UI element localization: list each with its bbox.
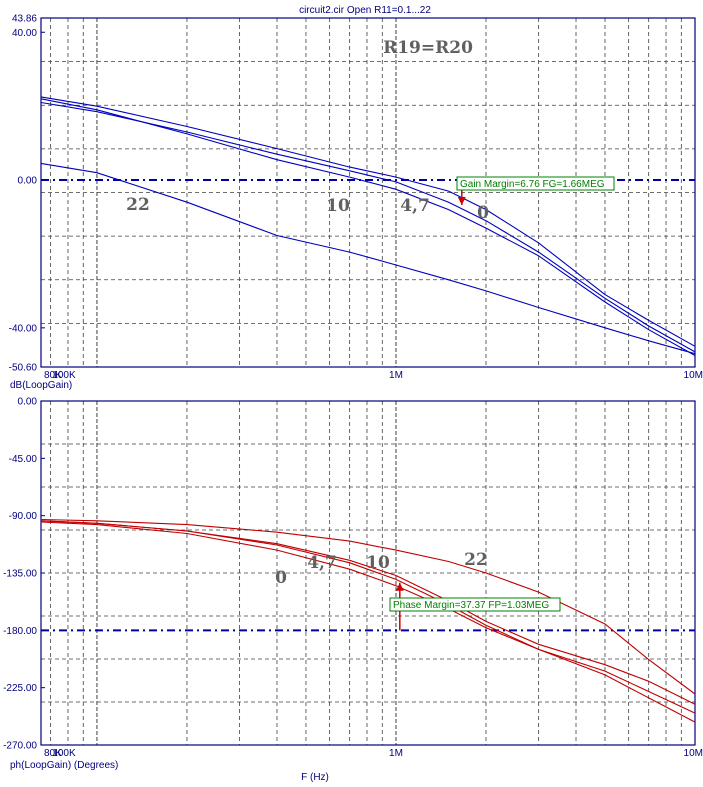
margin-annotation-text: Gain Margin=6.76 FG=1.66MEG (460, 179, 605, 190)
series-line-10 (40, 520, 696, 705)
x-tick-label: 80K (44, 370, 62, 381)
y-tick-label: 43.86 (12, 14, 37, 25)
y-tick-label: 40.00 (12, 28, 37, 39)
margin-arrow-head (457, 197, 466, 206)
series-line-10 (40, 98, 696, 356)
curve-label: 22 (126, 195, 150, 215)
y-tick-label: -180.00 (3, 626, 37, 637)
y-tick-label: -90.00 (9, 511, 38, 522)
margin-arrow-head (395, 582, 404, 591)
y-tick-label: -40.00 (9, 323, 38, 334)
x-tick-label: 1M (389, 370, 403, 381)
margin-annotation-box (456, 176, 615, 191)
curve-label: 0 (477, 203, 489, 223)
series-line-0 (40, 96, 696, 347)
x-axis-label: F (Hz) (301, 772, 329, 783)
circuit-note: R19=R20 (383, 38, 473, 58)
curve-label: 10 (366, 553, 390, 573)
y-tick-label: -270.00 (3, 741, 37, 752)
y-tick-label: 0.00 (18, 176, 38, 187)
x-tick-label: 100K (52, 370, 76, 381)
series-line-22 (40, 518, 696, 695)
margin-annotation-text: Phase Margin=37.37 FP=1.03MEG (393, 600, 549, 611)
x-tick-label: 1M (389, 748, 403, 759)
curve-label: 4,7 (400, 196, 430, 216)
curve-label: 4,7 (307, 553, 337, 573)
series-line-4-7 (40, 101, 696, 353)
phase-panel: 0.00 -45.00 -90.00 -135.00 -180.00 -225.00 -27… (3, 397, 703, 772)
x-tick-label: 10M (684, 370, 703, 381)
chart-title: circuit2.cir Open R11=0.1...22 (299, 5, 431, 16)
x-tick-label: 100K (52, 748, 76, 759)
y-tick-label: -50.60 (9, 363, 38, 374)
curve-label: 0 (275, 568, 287, 588)
x-tick-label: 80K (44, 748, 62, 759)
curve-label: 10 (326, 196, 350, 216)
y-axis-label: ph(LoopGain) (Degrees) (10, 760, 118, 771)
series-line-22 (40, 162, 696, 355)
y-tick-label: -135.00 (3, 569, 37, 580)
curve-label: 22 (464, 550, 488, 570)
margin-annotation-box (389, 597, 561, 612)
y-axis-label: dB(LoopGain) (10, 380, 72, 391)
y-tick-label: 0.00 (18, 397, 38, 408)
series-line-0 (40, 521, 696, 723)
series-line-4-7 (40, 520, 696, 714)
x-tick-label: 10M (684, 748, 703, 759)
y-tick-label: -45.00 (9, 454, 38, 465)
y-tick-label: -225.00 (3, 683, 37, 694)
plot-frame (40, 17, 696, 368)
